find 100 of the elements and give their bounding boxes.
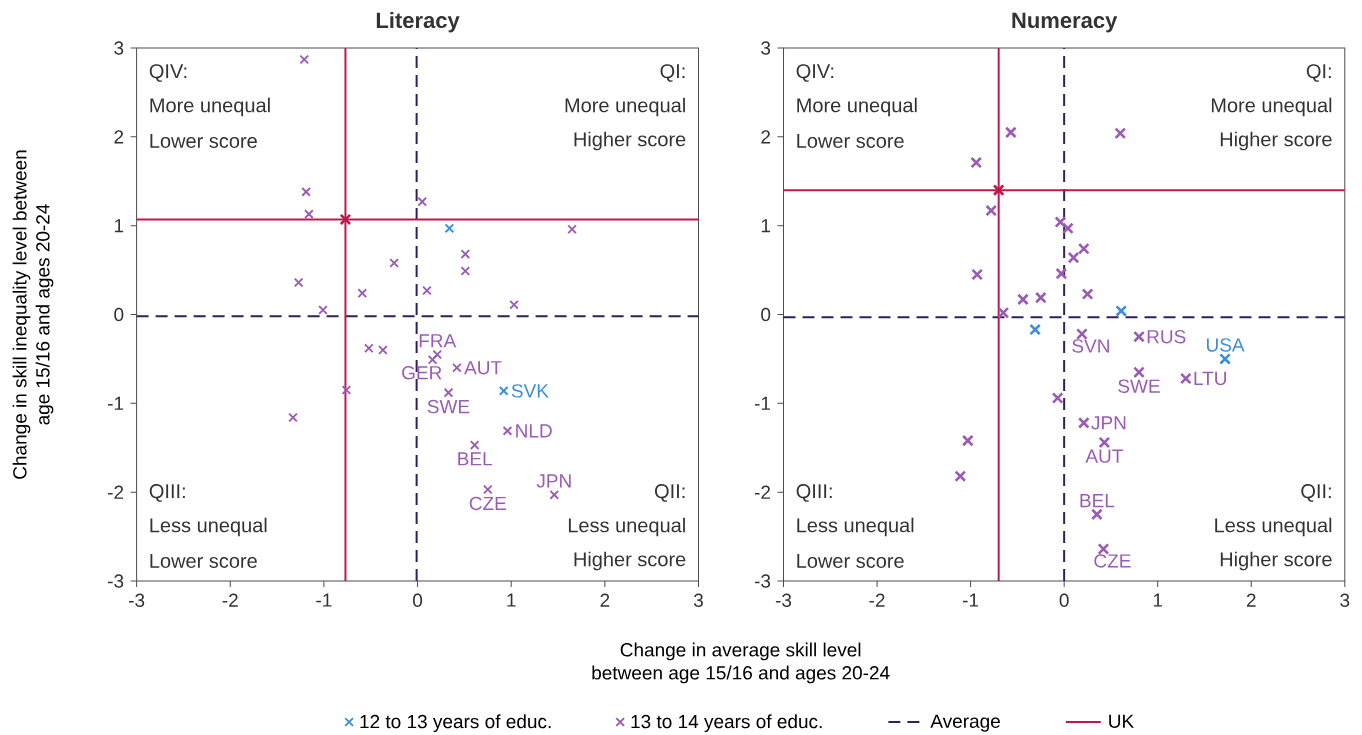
point	[469, 440, 480, 450]
chart-title: Literacy	[376, 11, 460, 33]
annotation: Higher score	[574, 551, 686, 571]
annotation: Less unequal	[568, 517, 685, 537]
y-tick-label: -2	[108, 485, 124, 499]
annotation: Lower score	[797, 134, 904, 148]
point	[509, 299, 519, 310]
annotation: JPN	[536, 474, 571, 488]
point	[997, 306, 1010, 319]
point	[1077, 416, 1090, 429]
x-tick-label: -3	[129, 593, 145, 607]
y-tick-label: -1	[754, 396, 771, 410]
y-axis-title: Change in skill inequality level between age 15/16 and ages 20-24	[12, 150, 54, 479]
y-tick-label: 1	[114, 219, 124, 233]
point	[1051, 392, 1064, 404]
point	[364, 343, 374, 354]
annotation: QI:	[1306, 64, 1331, 82]
x-tick-label: 3	[693, 593, 703, 607]
point	[1115, 305, 1128, 317]
point	[1091, 508, 1103, 521]
y-tick-label: -2	[754, 485, 771, 499]
point	[288, 412, 298, 423]
x-tick-label: 3	[1340, 593, 1350, 607]
annotation: BEL	[458, 452, 492, 466]
x-tick-label: 2	[1246, 593, 1256, 607]
annotation: QIII:	[796, 484, 832, 502]
annotation: QIV:	[149, 64, 187, 82]
y-tick-label: 3	[114, 41, 124, 55]
x-tick-label: 0	[413, 593, 423, 607]
point	[985, 204, 998, 217]
point	[1133, 366, 1145, 379]
y-tick-label: -3	[108, 574, 124, 588]
x-tick-label: -2	[222, 593, 238, 607]
point	[970, 156, 983, 169]
point	[357, 288, 368, 299]
x-tick-label: 1	[1153, 593, 1163, 607]
point	[549, 489, 560, 500]
annotation: Less unequal	[797, 517, 914, 537]
point	[1098, 436, 1111, 449]
annotation: Less unequal	[150, 517, 267, 537]
annotation: GER	[402, 365, 442, 380]
annotation: Less unequal	[1215, 517, 1332, 537]
point	[971, 268, 984, 281]
point	[1029, 323, 1042, 336]
point	[460, 266, 471, 276]
point	[502, 426, 513, 436]
annotation: QIV:	[796, 64, 834, 82]
annotation: SVK	[511, 384, 549, 398]
x-tick-label: -1	[316, 593, 332, 607]
annotation: LTU	[1194, 371, 1226, 386]
point	[1062, 222, 1074, 235]
point	[992, 184, 1005, 197]
annotation: CZE	[1094, 554, 1131, 568]
y-tick-label: 2	[761, 130, 771, 144]
point	[1076, 328, 1088, 340]
annotation: SVN	[1072, 339, 1109, 353]
point	[1179, 372, 1192, 385]
point	[460, 249, 471, 259]
annotation: RUS	[1147, 329, 1186, 344]
point	[1133, 330, 1145, 343]
annotation: QII:	[1301, 484, 1331, 502]
x-tick-label: 0	[1059, 593, 1069, 607]
y-tick-label: -3	[754, 574, 771, 588]
annotation: AUT	[464, 361, 502, 375]
annotation: More unequal	[565, 97, 685, 117]
point	[1054, 216, 1067, 228]
point	[1055, 267, 1068, 280]
point	[378, 345, 388, 355]
point	[339, 213, 352, 226]
point	[954, 470, 967, 483]
annotation: USA	[1206, 338, 1245, 352]
annotation: JPN	[1091, 416, 1126, 430]
y-tick-label: 1	[761, 219, 771, 233]
annotation: QIII:	[149, 484, 185, 502]
x-tick-label: 2	[600, 593, 610, 607]
annotation: BEL	[1080, 494, 1115, 508]
point	[482, 484, 493, 495]
point	[293, 277, 304, 288]
point	[1034, 291, 1047, 304]
annotation: More unequal	[1211, 97, 1332, 117]
legend-label: Average	[930, 714, 1000, 732]
annotation: More unequal	[797, 97, 917, 117]
point	[427, 354, 438, 365]
point	[417, 196, 428, 207]
x-axis-title: Change in average skill level between age 15/16 and ages 20-24	[592, 642, 890, 684]
point	[1114, 127, 1127, 140]
x-tick-label: -3	[775, 593, 792, 607]
y-tick-label: -1	[108, 396, 124, 410]
annotation: Lower score	[150, 134, 257, 148]
annotation: FRA	[419, 334, 457, 348]
point	[1219, 353, 1231, 365]
point	[1077, 242, 1090, 255]
point	[1017, 293, 1029, 306]
y-tick-label: 0	[114, 307, 124, 322]
point	[422, 285, 432, 296]
annotation: QI:	[660, 64, 685, 82]
point	[318, 305, 328, 315]
annotation: Higher score	[1220, 551, 1332, 571]
point	[444, 223, 455, 234]
point	[961, 434, 974, 447]
